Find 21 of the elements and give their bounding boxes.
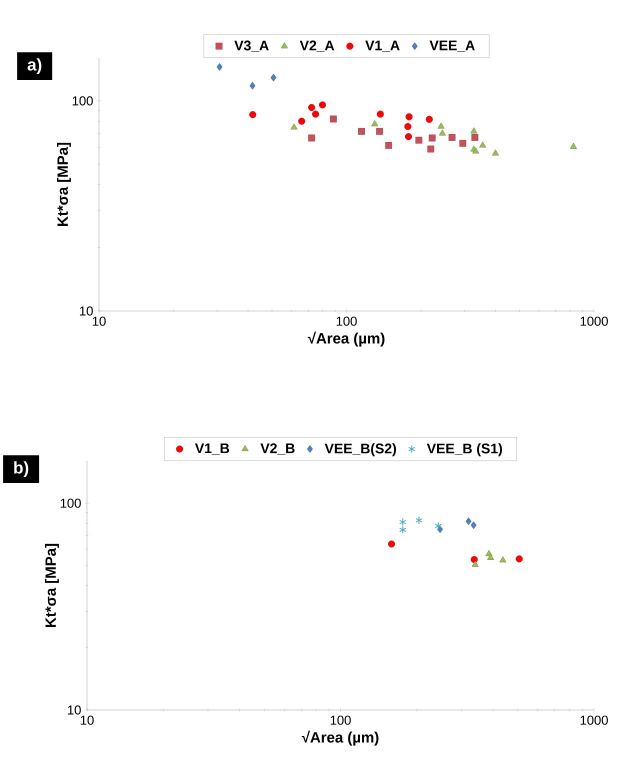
- legend-label: V3_A: [234, 40, 269, 52]
- x-tick-label: 100: [336, 316, 357, 326]
- legend-label: VEE_A: [430, 40, 475, 52]
- x-tick-label: 1000: [580, 316, 608, 326]
- legend-label: VEE_B(S2): [324, 443, 396, 456]
- x-tick-label: 100: [330, 716, 351, 725]
- legend-label: VEE_B (S1): [426, 443, 502, 456]
- legend-label: V2_B: [260, 443, 295, 455]
- x-tick-label: 1000: [580, 716, 608, 725]
- chart-title: b): [14, 461, 28, 478]
- y-tick-label: 100: [72, 96, 93, 106]
- legend-label: V2_A: [300, 40, 334, 52]
- y-axis-title: Kt*σa [MPa]: [44, 544, 59, 627]
- x-tick-label: 10: [92, 316, 106, 326]
- x-axis-title: √Area (µm): [302, 730, 378, 746]
- y-tick-label: 10: [68, 705, 81, 715]
- y-axis-title: Kt*σa [MPa]: [56, 142, 71, 226]
- legend-label: V1_A: [365, 40, 400, 52]
- legend-label: V1_B: [194, 443, 230, 455]
- chart-title: a): [28, 58, 42, 74]
- x-axis-title: √Area (µm): [308, 332, 384, 347]
